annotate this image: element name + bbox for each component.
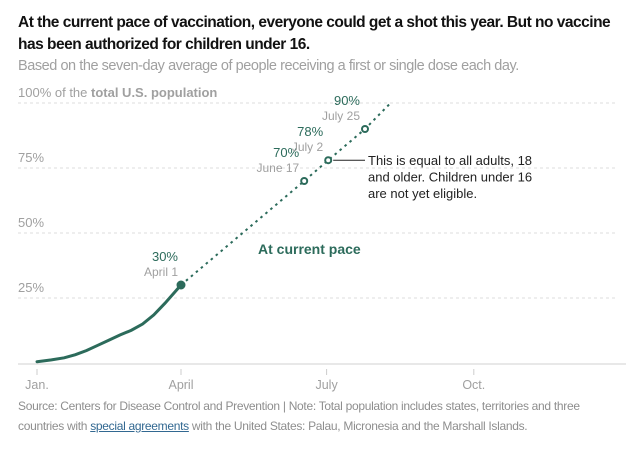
marker-percent: 90% <box>334 93 360 108</box>
series-label: At current pace <box>258 241 361 257</box>
x-tick-label: April <box>168 378 193 392</box>
y-label-bold: total U.S. population <box>91 85 217 100</box>
vaccination-line-chart: 75% 50% 25% 100% of the total U.S. populati… <box>18 85 626 392</box>
special-agreements-link[interactable]: special agreements <box>90 419 189 433</box>
data-point-marker <box>361 125 369 133</box>
x-tick-label: Oct. <box>462 378 485 392</box>
data-point-marker <box>324 156 333 165</box>
marker-date: July 25 <box>322 109 360 123</box>
projection-line <box>180 102 392 286</box>
y-tick-label: 25% <box>18 280 44 295</box>
annotation-text: This is equal to all adults, 18 <box>368 153 532 168</box>
y-tick-label: 50% <box>18 215 44 230</box>
source-text-end: with the United States: Palau, Micronesi… <box>188 419 528 433</box>
y-label-prefix: 100% of the <box>18 85 91 100</box>
source-note: Source: Centers for Disease Control and … <box>18 396 628 436</box>
annotation-text: and older. Children under 16 <box>368 170 532 185</box>
chart-title: At the current pace of vaccination, ever… <box>18 14 611 53</box>
y-axis-label: 100% of the total U.S. population <box>18 85 217 100</box>
marker-date: April 1 <box>144 265 178 279</box>
data-point-marker <box>176 280 186 290</box>
x-tick-label: Jan. <box>25 378 49 392</box>
actual-line <box>35 283 183 364</box>
marker-percent: 78% <box>297 124 323 139</box>
annotation-text: are not yet eligible. <box>368 186 477 201</box>
x-tick-label: July <box>315 378 338 392</box>
marker-date: July 2 <box>292 140 324 154</box>
source-text: Source: Centers for Disease Control and … <box>18 399 580 433</box>
marker-date: June 17 <box>256 161 299 175</box>
chart-subtitle: Based on the seven-day average of people… <box>18 58 519 74</box>
marker-percent: 30% <box>152 249 178 264</box>
data-point-marker <box>300 177 309 185</box>
y-tick-label: 75% <box>18 150 44 165</box>
marker-percent: 70% <box>273 145 299 160</box>
